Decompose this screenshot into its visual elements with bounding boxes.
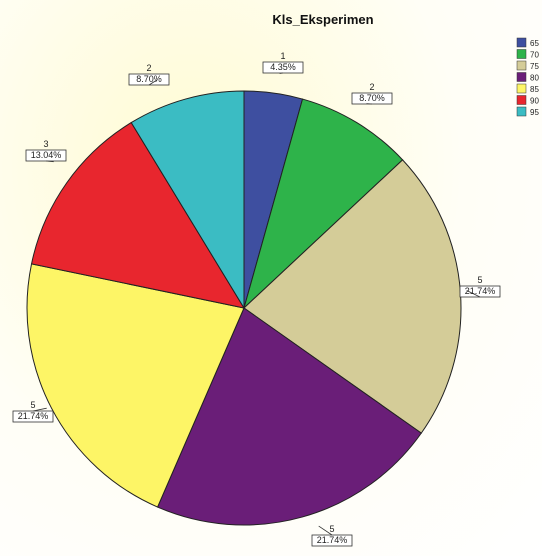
- legend-swatch-90: [516, 95, 527, 105]
- slice-count-label: 2: [369, 82, 374, 92]
- slice-leader-line: [45, 160, 54, 163]
- slice-count-label: 2: [146, 63, 151, 73]
- chart-title: Kls_Eksperimen: [272, 12, 373, 27]
- slice-percent-label: 13.04%: [31, 150, 62, 160]
- legend-label-95: 95: [530, 108, 539, 117]
- legend-label-90: 90: [530, 97, 539, 106]
- slice-percent-label: 21.74%: [18, 411, 49, 421]
- slice-count-label: 5: [30, 400, 35, 410]
- slice-label-65: 14.35%: [262, 51, 304, 74]
- legend-swatch-85: [516, 83, 527, 94]
- pie-slice-95: [130, 90, 245, 310]
- slice-percent-label: 21.74%: [465, 286, 496, 296]
- slice-count-label: 5: [477, 275, 482, 285]
- slice-label-85: 521.74%: [12, 400, 54, 423]
- legend-swatch-80: [516, 72, 527, 82]
- chart-legend: 65 70 75 80 85 90 95: [516, 37, 539, 117]
- legend-label-70: 70: [530, 51, 539, 60]
- slice-count-label: 1: [280, 51, 285, 61]
- slice-leader-line: [466, 290, 481, 298]
- slice-leader-line: [318, 525, 333, 536]
- slice-percent-label: 4.35%: [270, 62, 296, 72]
- slice-count-label: 5: [329, 524, 334, 534]
- slice-leader-line: [279, 72, 284, 74]
- legend-label-75: 75: [530, 62, 539, 71]
- legend-swatch-70: [516, 49, 527, 59]
- slice-label-90: 313.04%: [25, 139, 67, 163]
- slice-percent-label: 21.74%: [317, 535, 348, 545]
- pie-slice-90: [30, 121, 246, 309]
- slice-count-label: 3: [43, 139, 48, 149]
- slice-label-80: 521.74%: [311, 524, 353, 547]
- legend-swatch-75: [516, 60, 527, 71]
- slice-label-75: 521.74%: [459, 275, 501, 298]
- legend-swatch-95: [516, 106, 527, 117]
- legend-label-85: 85: [530, 85, 539, 94]
- pie-slice-80: [156, 307, 422, 526]
- slice-percent-label: 8.70%: [359, 93, 385, 103]
- pie-slice-70: [243, 98, 404, 310]
- legend-label-80: 80: [530, 74, 539, 83]
- legend-label-65: 65: [530, 39, 539, 48]
- legend-swatch-65: [516, 37, 527, 48]
- slice-percent-label: 8.70%: [136, 74, 162, 84]
- pie-slice-85: [26, 263, 245, 508]
- slice-leader-line: [148, 79, 158, 86]
- slice-label-95: 28.70%: [128, 63, 170, 86]
- slice-leader-line: [32, 407, 47, 412]
- slice-label-70: 28.70%: [351, 82, 393, 105]
